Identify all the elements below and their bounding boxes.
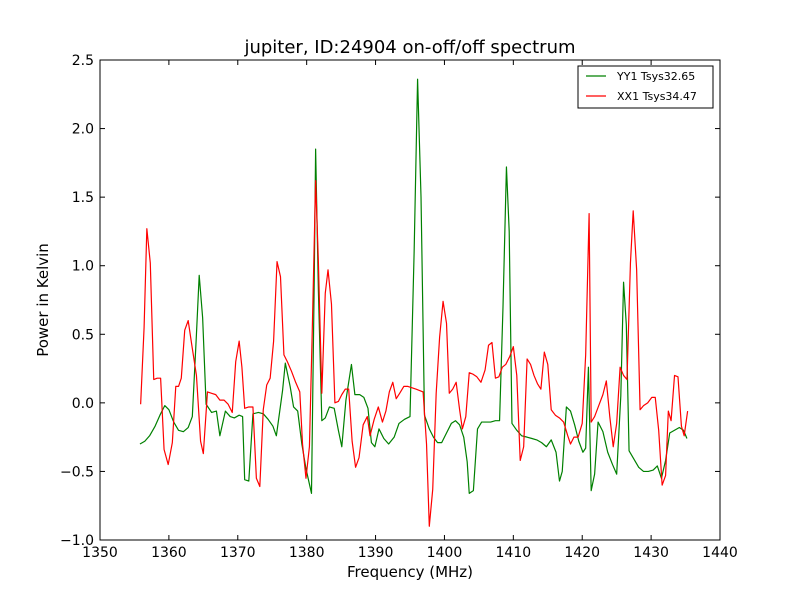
chart-title: jupiter, ID:24904 on-off/off spectrum bbox=[243, 37, 575, 58]
y-tick-label: −1.0 bbox=[60, 533, 94, 549]
series-line-xx1 bbox=[140, 180, 689, 527]
x-tick-label: 1360 bbox=[151, 545, 187, 561]
x-tick-label: 1390 bbox=[358, 545, 394, 561]
x-axis-label: Frequency (MHz) bbox=[347, 563, 473, 581]
legend: YY1 Tsys32.65 XX1 Tsys34.47 bbox=[577, 65, 714, 109]
legend-box bbox=[577, 65, 714, 109]
y-tick-label: 2.5 bbox=[72, 53, 94, 69]
legend-label-xx1: XX1 Tsys34.47 bbox=[617, 90, 697, 103]
tick-layer: 1350 1360 1370 1380 1390 1400 1410 1420 1430 1440… bbox=[60, 53, 738, 561]
plot-area: 1350 1360 1370 1380 1390 1400 1410 1420 1430 1440… bbox=[60, 53, 738, 561]
series-layer bbox=[139, 78, 689, 527]
legend-label-yy1: YY1 Tsys32.65 bbox=[616, 70, 695, 83]
x-tick-label: 1380 bbox=[289, 545, 325, 561]
y-tick-label: 1.5 bbox=[72, 190, 94, 206]
plot-background bbox=[100, 60, 720, 540]
x-tick-label: 1430 bbox=[633, 545, 669, 561]
y-tick-label: 0.0 bbox=[72, 396, 94, 412]
series-line-yy1 bbox=[139, 78, 688, 494]
x-tick-label: 1350 bbox=[82, 545, 118, 561]
x-tick-label: 1400 bbox=[427, 545, 463, 561]
x-tick-label: 1420 bbox=[564, 545, 600, 561]
x-tick-label: 1410 bbox=[496, 545, 532, 561]
y-tick-label: 2.0 bbox=[72, 122, 94, 138]
plot-frame bbox=[99, 59, 721, 541]
y-tick-label: 1.0 bbox=[72, 259, 94, 275]
y-axis-label: Power in Kelvin bbox=[34, 243, 52, 357]
y-tick-label: −0.5 bbox=[60, 464, 94, 480]
x-tick-label: 1440 bbox=[702, 545, 738, 561]
y-tick-label: 0.5 bbox=[72, 327, 94, 343]
x-tick-label: 1370 bbox=[220, 545, 256, 561]
